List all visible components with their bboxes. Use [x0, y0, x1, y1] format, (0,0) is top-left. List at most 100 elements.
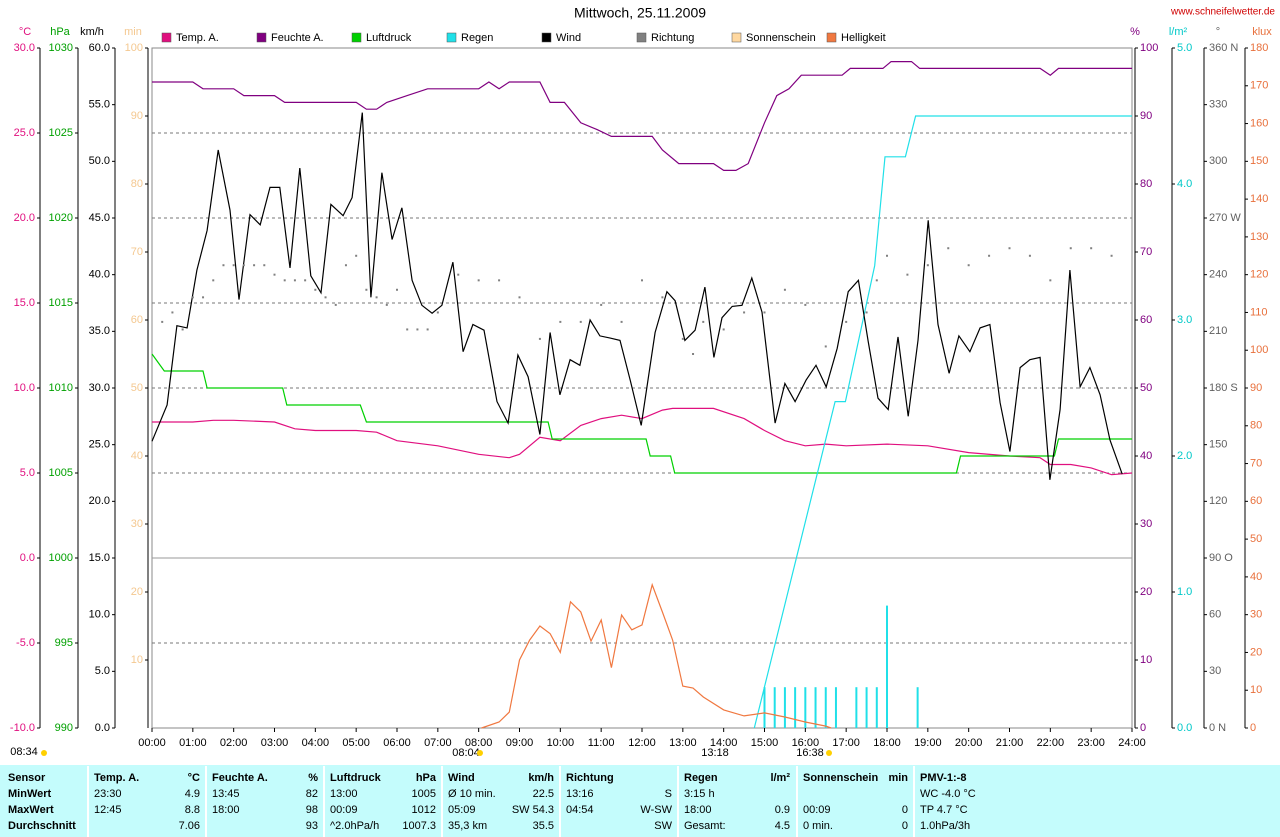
y-tick-label: 1.0: [1177, 586, 1192, 598]
x-tick-label: 21:00: [996, 737, 1024, 749]
direction-dot: [1049, 279, 1052, 282]
axis-unit: min: [124, 26, 142, 38]
x-tick-label: 08:00: [465, 737, 493, 749]
y-tick-label: 25.0: [89, 439, 110, 451]
y-tick-label: 80: [1250, 420, 1262, 432]
direction-dot: [1110, 254, 1113, 257]
y-tick-label: 150: [1209, 439, 1227, 451]
y-tick-label: 90: [1250, 382, 1262, 394]
axis-unit: °: [1216, 26, 1220, 38]
y-tick-label: 50: [131, 382, 143, 394]
table-cell: 18:00: [212, 804, 240, 816]
y-tick-label: 20: [1140, 586, 1152, 598]
x-tick-label: 15:00: [751, 737, 779, 749]
y-tick-label: 0.0: [20, 552, 35, 564]
direction-dot: [334, 303, 337, 306]
table-cell: 12:45: [94, 804, 122, 816]
axis-unit: hPa: [50, 26, 70, 38]
y-tick-label: 70: [1140, 246, 1152, 258]
direction-dot: [416, 328, 419, 331]
x-tick-label: 13:00: [669, 737, 697, 749]
table-cell: 1012: [412, 804, 436, 816]
y-tick-label: 20.0: [14, 212, 35, 224]
y-tick-label: 995: [55, 637, 73, 649]
y-tick-label: 10: [1140, 654, 1152, 666]
y-tick-label: 0: [1250, 722, 1256, 734]
direction-dot: [559, 320, 562, 323]
y-tick-label: 40: [1250, 571, 1262, 583]
table-cell: Sensor: [8, 772, 46, 784]
sunrise-label: 08:04: [452, 747, 480, 759]
y-tick-label: 30: [1250, 609, 1262, 621]
y-tick-label: 70: [131, 246, 143, 258]
y-tick-label: 1030: [49, 42, 73, 54]
y-tick-label: 5.0: [95, 665, 110, 677]
legend-swatch: [636, 32, 647, 43]
table-cell: hPa: [416, 772, 437, 784]
direction-dot: [457, 273, 460, 276]
y-tick-label: 60.0: [89, 42, 110, 54]
direction-dot: [620, 320, 623, 323]
direction-dot: [222, 264, 225, 267]
y-tick-label: 0.0: [1177, 722, 1192, 734]
table-cell: PMV-1:-8: [920, 772, 966, 784]
direction-dot: [406, 328, 409, 331]
table-cell: 05:09: [448, 804, 476, 816]
direction-dot: [181, 328, 184, 331]
table-cell: Temp. A.: [94, 772, 139, 784]
y-tick-label: 25.0: [14, 127, 35, 139]
row-label: MinWert: [8, 788, 52, 800]
direction-dot: [283, 279, 286, 282]
y-tick-label: 120: [1250, 269, 1268, 281]
direction-dot: [681, 337, 684, 340]
x-tick-label: 16:00: [792, 737, 820, 749]
x-tick-label: 01:00: [179, 737, 207, 749]
direction-dot: [396, 288, 398, 291]
sun-icon: [41, 750, 47, 756]
y-tick-label: 90: [1140, 110, 1152, 122]
y-tick-label: 30: [1209, 665, 1221, 677]
y-tick-label: 20: [131, 586, 143, 598]
direction-dot: [661, 296, 664, 299]
legend-label: Richtung: [651, 32, 694, 44]
y-tick-label: 50: [1250, 533, 1262, 545]
table-cell: 4.9: [185, 788, 200, 800]
direction-dot: [743, 311, 746, 314]
x-tick-label: 22:00: [1037, 737, 1065, 749]
table-cell: SW: [654, 820, 672, 832]
table-cell: %: [308, 772, 318, 784]
table-cell: 8.8: [185, 804, 200, 816]
axis-unit: km/h: [80, 26, 104, 38]
table-cell: W-SW: [640, 804, 672, 816]
direction-dot: [702, 320, 705, 323]
y-tick-label: 70: [1250, 457, 1262, 469]
table-cell: 82: [306, 788, 318, 800]
table-cell: SW 54.3: [512, 804, 554, 816]
legend-swatch: [541, 32, 552, 43]
y-tick-label: 10: [1250, 684, 1262, 696]
table-cell: Wind: [448, 772, 475, 784]
table-cell: Gesamt:: [684, 820, 726, 832]
y-tick-label: 1020: [49, 212, 73, 224]
x-tick-label: 10:00: [547, 737, 575, 749]
table-cell: 00:09: [330, 804, 358, 816]
y-tick-label: 60: [1250, 495, 1262, 507]
table-cell: WC -4.0 °C: [920, 788, 976, 800]
y-tick-label: 50: [1140, 382, 1152, 394]
direction-dot: [263, 264, 266, 267]
y-tick-label: 80: [131, 178, 143, 190]
y-tick-label: 80: [1140, 178, 1152, 190]
direction-dot: [161, 320, 164, 323]
table-cell: TP 4.7 °C: [920, 804, 968, 816]
table-cell: Feuchte A.: [212, 772, 268, 784]
direction-dot: [232, 264, 235, 267]
table-cell: 22.5: [533, 788, 554, 800]
y-tick-label: 180: [1250, 42, 1268, 54]
y-tick-label: 1000: [49, 552, 73, 564]
direction-dot: [947, 247, 950, 250]
y-tick-label: 1005: [49, 467, 73, 479]
axis-unit: l/m²: [1169, 26, 1188, 38]
legend-swatch: [446, 32, 457, 43]
